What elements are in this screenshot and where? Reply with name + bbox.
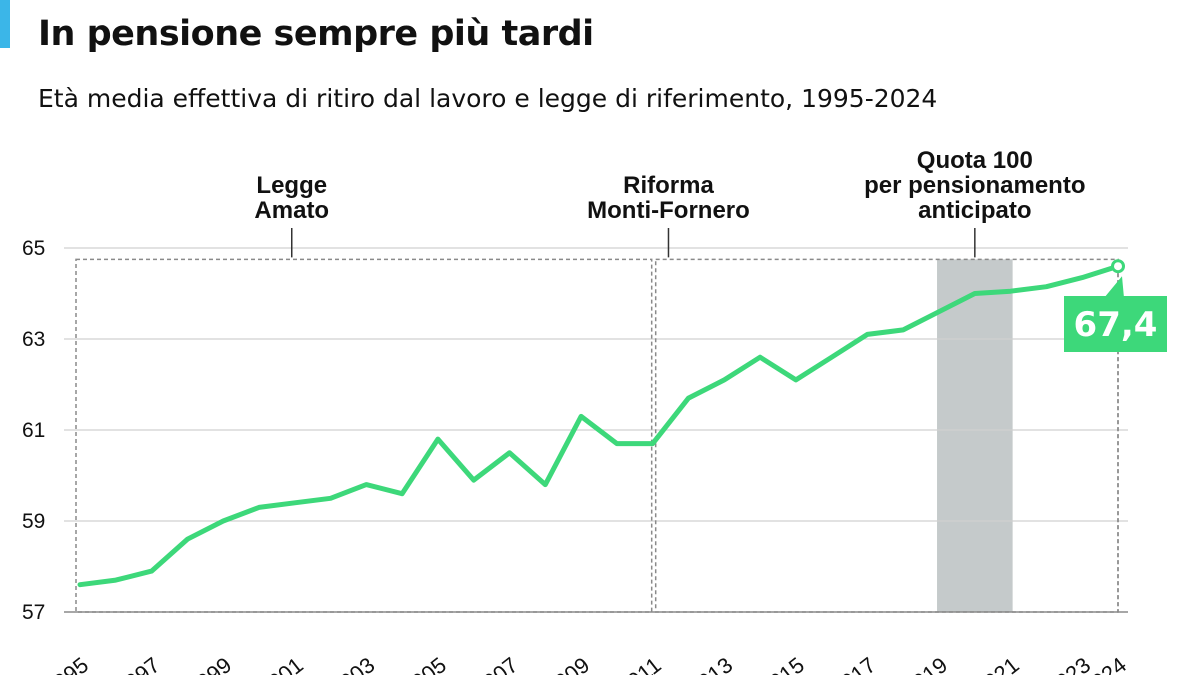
x-tick-label: 2003 (325, 652, 379, 675)
x-tick-label: 2009 (540, 652, 594, 675)
x-tick-label: 1997 (111, 652, 165, 675)
x-tick-label: 2019 (898, 652, 952, 675)
annotation-label: anticipato (918, 197, 1031, 224)
y-tick-label: 57 (22, 601, 45, 624)
period-box (654, 258, 1119, 613)
x-tick-label: 2017 (827, 652, 881, 675)
annotation-label: Amato (254, 197, 329, 224)
accent-bar (0, 0, 10, 48)
y-tick-label: 61 (22, 419, 45, 442)
x-tick-label: 2023 (1041, 652, 1095, 675)
shaded-period (937, 259, 1013, 612)
end-point-marker (1111, 259, 1125, 274)
y-tick-label: 65 (22, 237, 45, 260)
annotation-label: Legge (256, 172, 327, 199)
chart-title: In pensione sempre più tardi (38, 14, 594, 54)
callout-value: 67,4 (1074, 305, 1158, 345)
y-tick-label: 63 (22, 328, 45, 351)
annotation-label: Quota 100 (917, 147, 1033, 174)
x-tick-label: 2001 (254, 652, 308, 675)
callout-pointer (1104, 276, 1124, 298)
period-box (75, 258, 653, 613)
x-tick-label: 2011 (613, 652, 666, 675)
x-tick-label: 2021 (970, 652, 1024, 675)
x-tick-label: 2007 (469, 652, 523, 675)
y-tick-label: 59 (22, 510, 45, 533)
series-line (77, 263, 1121, 588)
x-tick-label: 2015 (755, 652, 809, 675)
x-tick-label: 1999 (182, 652, 236, 675)
annotation-label: per pensionamento (864, 172, 1085, 199)
x-tick-label: 2005 (397, 652, 451, 675)
annotation-label: Riforma (623, 172, 714, 199)
chart-subtitle: Età media effettiva di ritiro dal lavoro… (38, 84, 938, 113)
annotation-label: Monti-Fornero (587, 197, 750, 224)
callout-box (1064, 296, 1167, 352)
x-tick-label: 2013 (683, 652, 737, 675)
x-tick-label: 1995 (39, 652, 93, 675)
